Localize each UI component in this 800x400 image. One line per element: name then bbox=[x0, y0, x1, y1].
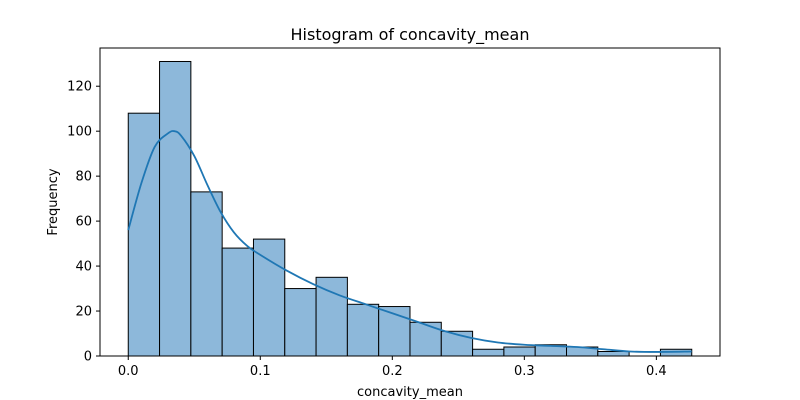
histogram-bar bbox=[221, 247, 254, 357]
x-tick-label: 0.2 bbox=[382, 364, 403, 379]
y-tick-label: 20 bbox=[75, 305, 92, 320]
x-tick-label: 0.4 bbox=[646, 364, 667, 379]
histogram-bar bbox=[159, 60, 192, 357]
y-tick-label: 60 bbox=[75, 215, 92, 230]
histogram-bar bbox=[472, 348, 505, 357]
y-tick-label: 100 bbox=[67, 125, 92, 140]
histogram-bar bbox=[346, 303, 380, 357]
x-tick-label: 0.0 bbox=[118, 364, 139, 379]
y-tick-label: 120 bbox=[67, 80, 92, 95]
plot-frame bbox=[99, 47, 721, 357]
x-axis-ticks: 0.0 0.1 0.2 0.3 0.4 bbox=[118, 356, 667, 379]
y-axis-ticks: 0 20 40 60 80 100 120 bbox=[67, 80, 100, 365]
y-tick-label: 40 bbox=[75, 260, 92, 275]
x-tick-label: 0.1 bbox=[250, 364, 271, 379]
histogram-bar bbox=[252, 238, 286, 357]
kde-line bbox=[127, 130, 692, 353]
histogram-bar bbox=[127, 112, 161, 357]
y-tick-label: 80 bbox=[75, 170, 92, 185]
chart-title: Histogram of concavity_mean bbox=[291, 25, 530, 45]
histogram-bar bbox=[409, 321, 442, 357]
y-axis-label: Frequency bbox=[46, 168, 61, 235]
x-axis-label: concavity_mean bbox=[357, 385, 463, 400]
histogram-bar bbox=[315, 276, 348, 357]
y-tick-label: 0 bbox=[84, 350, 92, 365]
x-tick-label: 0.3 bbox=[514, 364, 535, 379]
histogram-bar bbox=[597, 351, 630, 357]
bars-group bbox=[127, 60, 693, 357]
histogram-bar bbox=[284, 288, 317, 357]
histogram-bar bbox=[503, 346, 536, 357]
histogram-bar bbox=[190, 191, 223, 357]
